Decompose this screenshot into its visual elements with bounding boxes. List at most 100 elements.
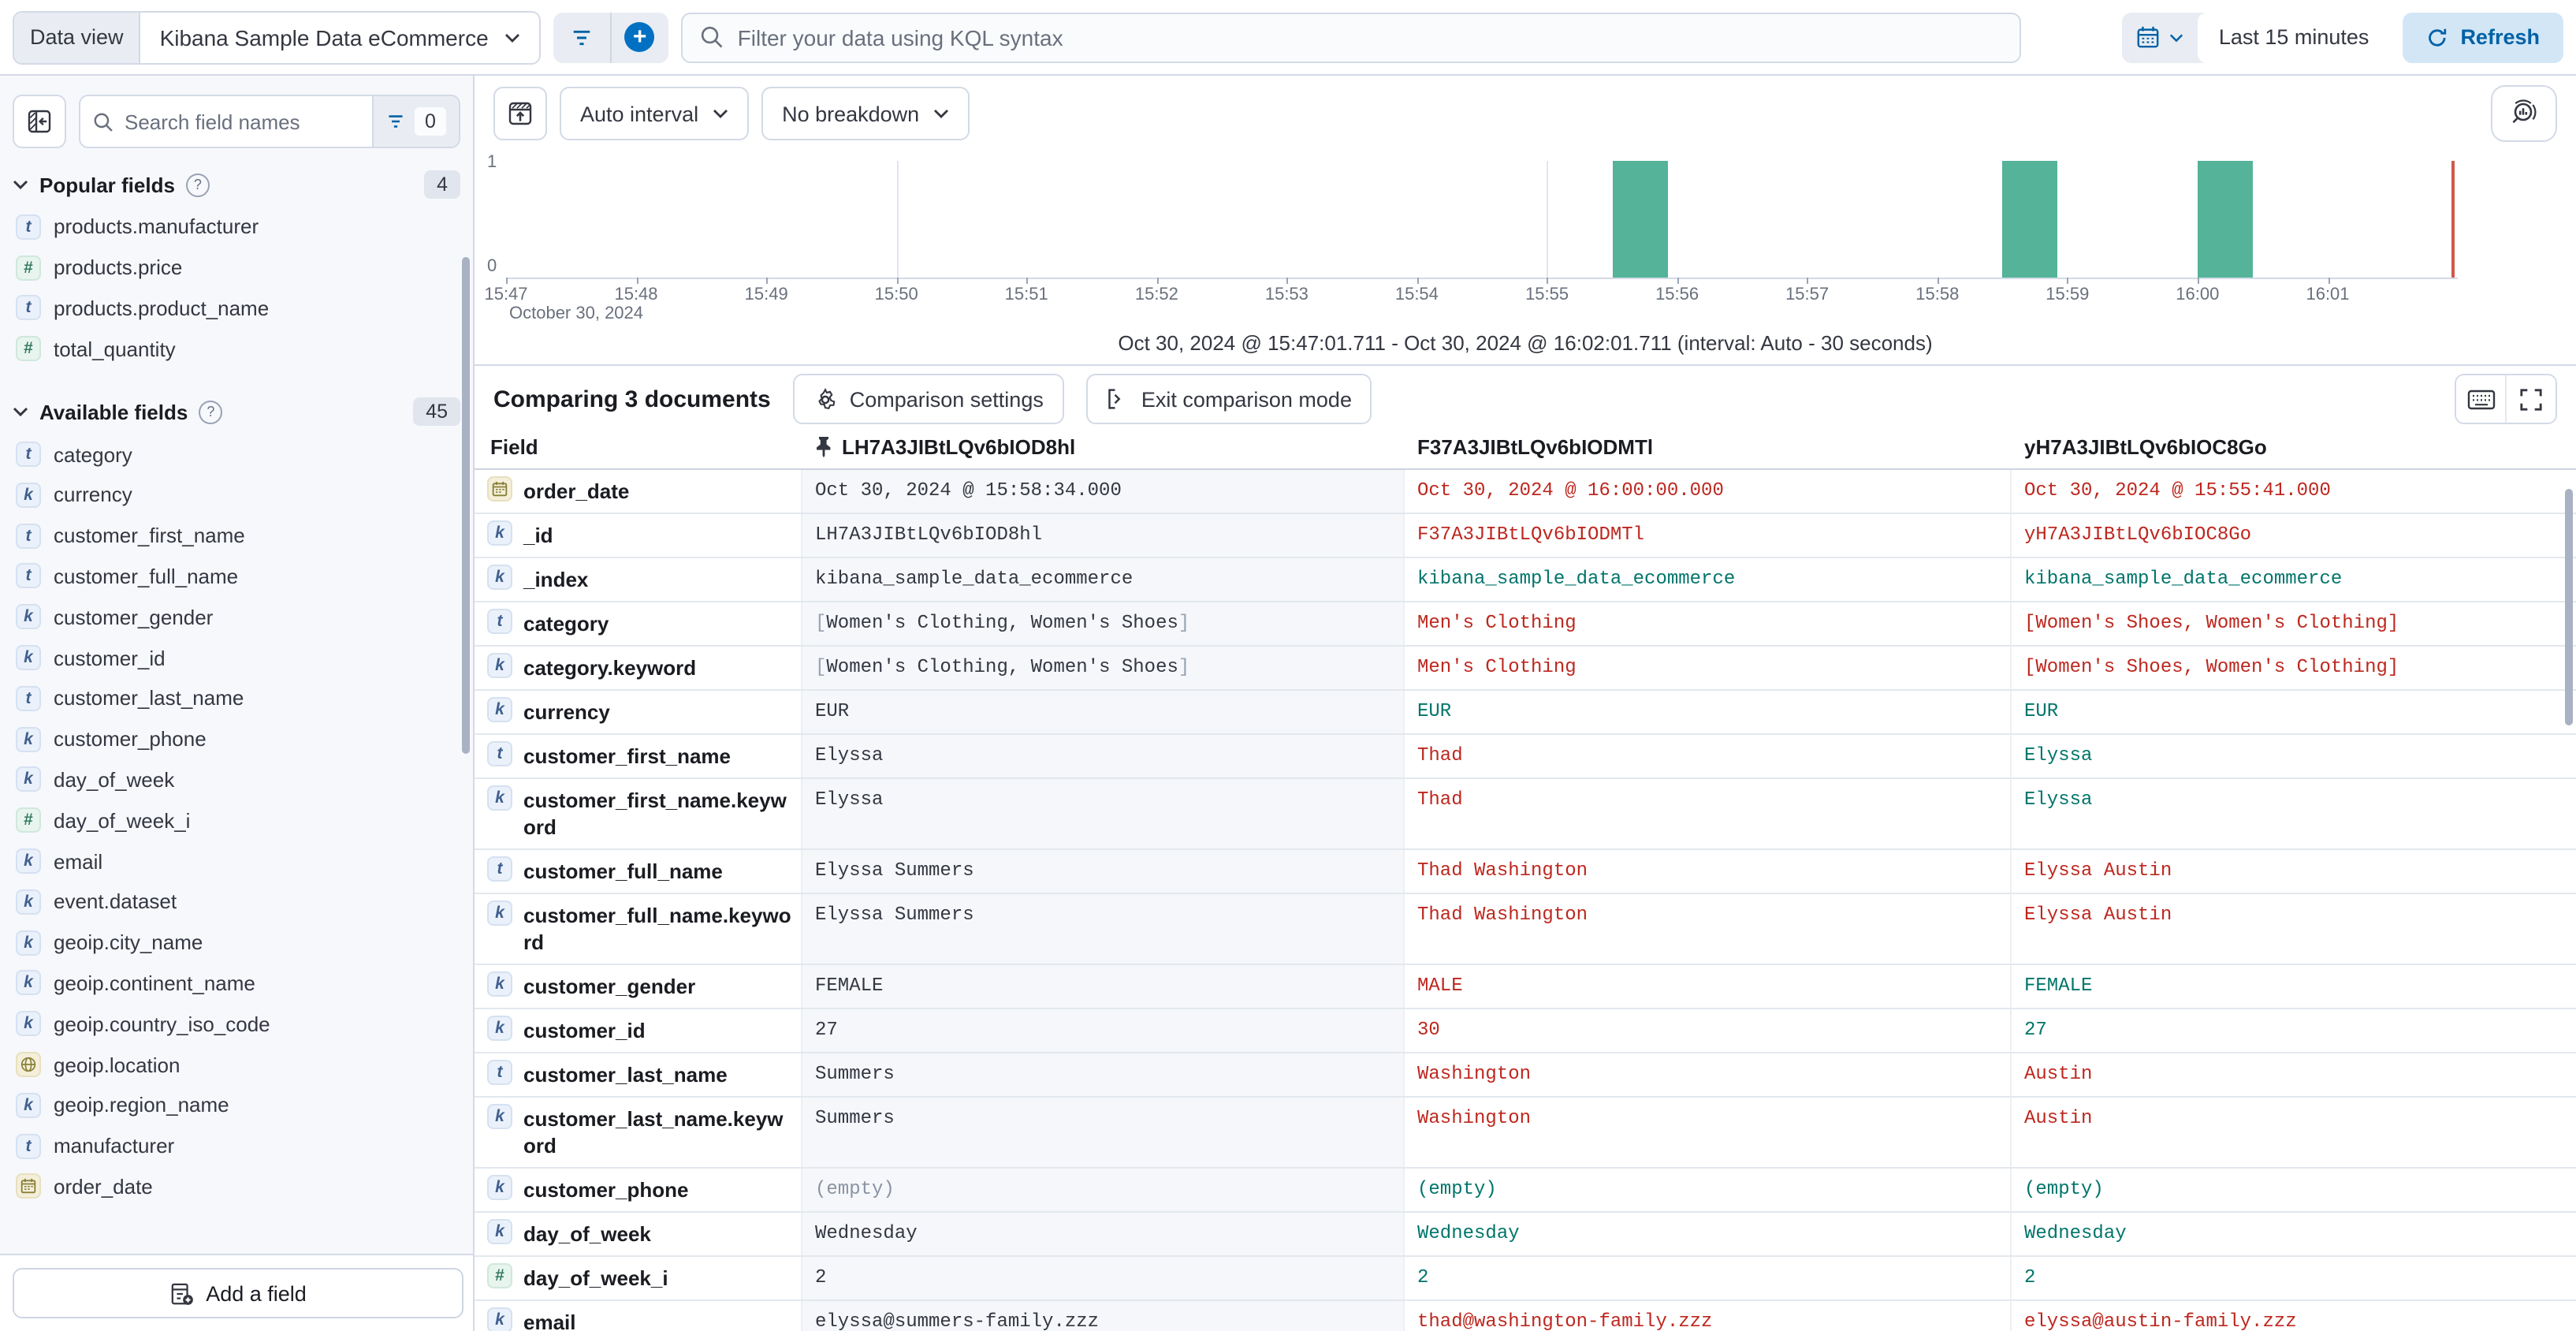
x-axis-tick-mark bbox=[1026, 278, 1029, 284]
comparison-value-cell-same: (empty) bbox=[1403, 1169, 2010, 1211]
histogram-chart: 1 0 15:47 15:48 15:49 15:50 15:51 15:52 15:53 1… bbox=[475, 151, 2576, 328]
sidebar-field-products.manufacturer[interactable]: t products.manufacturer bbox=[0, 207, 473, 248]
sidebar-field-customer_phone[interactable]: k customer_phone bbox=[0, 719, 473, 760]
breakdown-select[interactable]: No breakdown bbox=[761, 87, 970, 140]
pinned-doc-column-header[interactable]: LH7A3JIBtLQv6bIOD8hl bbox=[801, 435, 1403, 459]
histogram-bar[interactable] bbox=[2197, 161, 2253, 278]
fullscreen-button[interactable] bbox=[2507, 375, 2556, 423]
collapse-panel-icon bbox=[28, 110, 51, 133]
field-label: products.product_name bbox=[54, 296, 270, 320]
field-label: email bbox=[54, 849, 103, 874]
sidebar-field-manufacturer[interactable]: t manufacturer bbox=[0, 1125, 473, 1166]
x-axis-tick-label: 15:55 bbox=[1525, 285, 1569, 304]
field-type-k-token: k bbox=[487, 1175, 512, 1200]
sidebar-field-customer_full_name[interactable]: t customer_full_name bbox=[0, 556, 473, 597]
base-doc-value-cell: Elyssa Summers bbox=[801, 894, 1403, 964]
field-type-t-token: t bbox=[16, 523, 41, 549]
time-range-summary: Oct 30, 2024 @ 15:47:01.711 - Oct 30, 20… bbox=[1118, 331, 1933, 355]
time-range-picker: Last 15 minutes bbox=[2122, 12, 2390, 62]
field-label: customer_full_name bbox=[54, 564, 239, 588]
histogram-bar[interactable] bbox=[2002, 161, 2058, 278]
table-row: k currency EUR EUR EUR bbox=[475, 691, 2576, 735]
edit-visualization-button[interactable] bbox=[2491, 85, 2557, 142]
histogram-bar[interactable] bbox=[1612, 161, 1667, 278]
field-name-cell: k customer_gender bbox=[475, 965, 801, 1008]
collapse-sidebar-button[interactable] bbox=[13, 95, 66, 148]
comparison-value-cell-same: Elyssa bbox=[2010, 735, 2576, 777]
refresh-label: Refresh bbox=[2460, 25, 2540, 49]
add-filter-button[interactable]: + bbox=[612, 12, 668, 62]
kql-search-input[interactable]: Filter your data using KQL syntax bbox=[680, 12, 2022, 62]
available-fields-header[interactable]: Available fields ? 45 bbox=[0, 385, 473, 434]
time-range-value[interactable]: Last 15 minutes bbox=[2198, 12, 2390, 62]
sidebar-field-geoip.location[interactable]: geoip.location bbox=[0, 1044, 473, 1085]
sidebar-field-customer_first_name[interactable]: t customer_first_name bbox=[0, 516, 473, 557]
x-axis-tick-label: 15:57 bbox=[1785, 285, 1830, 304]
date-picker-quick-menu[interactable] bbox=[2123, 12, 2198, 62]
chart-options-button[interactable] bbox=[493, 87, 547, 140]
search-field-names-input[interactable]: Search field names 0 bbox=[79, 95, 460, 148]
field-type-num-token: # bbox=[487, 1263, 512, 1288]
field-type-k-token: k bbox=[16, 604, 41, 630]
x-axis-tick-mark bbox=[766, 278, 769, 284]
comparison-title: Comparing 3 documents bbox=[493, 386, 771, 412]
sidebar-field-email[interactable]: k email bbox=[0, 841, 473, 882]
data-view-picker[interactable]: Data view Kibana Sample Data eCommerce bbox=[13, 10, 541, 64]
sidebar-field-customer_last_name[interactable]: t customer_last_name bbox=[0, 678, 473, 719]
exit-comparison-button[interactable]: Exit comparison mode bbox=[1085, 374, 1372, 424]
sidebar-field-day_of_week_i[interactable]: # day_of_week_i bbox=[0, 800, 473, 841]
sidebar-field-products.price[interactable]: # products.price bbox=[0, 248, 473, 289]
comparison-table-body: order_date Oct 30, 2024 @ 15:58:34.000 Oct… bbox=[475, 470, 2576, 1331]
comparison-value-cell-same: (empty) bbox=[2010, 1169, 2576, 1211]
sidebar-field-category[interactable]: t category bbox=[0, 434, 473, 475]
x-axis-tick-label: 15:59 bbox=[2046, 285, 2090, 304]
field-filters-button[interactable]: 0 bbox=[372, 96, 459, 147]
add-field-button[interactable]: Add a field bbox=[13, 1268, 463, 1318]
data-view-label: Data view bbox=[14, 12, 141, 62]
sidebar-field-day_of_week[interactable]: k day_of_week bbox=[0, 759, 473, 800]
field-name-cell: # day_of_week_i bbox=[475, 1257, 801, 1299]
sidebar-field-geoip.city_name[interactable]: k geoip.city_name bbox=[0, 923, 473, 964]
table-row: k category.keyword [Women's Clothing, Wome… bbox=[475, 647, 2576, 691]
sidebar-field-products.product_name[interactable]: t products.product_name bbox=[0, 288, 473, 329]
field-type-k-token: k bbox=[487, 1307, 512, 1331]
field-label: customer_first_name bbox=[54, 524, 245, 548]
doc-column-header[interactable]: yH7A3JIBtLQv6bIOC8Go bbox=[2024, 435, 2267, 459]
filter-menu-button[interactable] bbox=[553, 12, 610, 62]
sidebar-field-geoip.region_name[interactable]: k geoip.region_name bbox=[0, 1085, 473, 1126]
field-label: products.manufacturer bbox=[54, 214, 259, 239]
table-scrollbar[interactable] bbox=[2565, 489, 2573, 725]
interval-select[interactable]: Auto interval bbox=[560, 87, 750, 140]
divider bbox=[609, 12, 612, 62]
base-doc-value-cell: kibana_sample_data_ecommerce bbox=[801, 558, 1403, 601]
sidebar-field-currency[interactable]: k currency bbox=[0, 475, 473, 516]
comparison-value-cell-diff: Oct 30, 2024 @ 15:55:41.000 bbox=[2010, 470, 2576, 513]
data-view-select[interactable]: Kibana Sample Data eCommerce bbox=[140, 12, 539, 62]
sidebar-field-total_quantity[interactable]: # total_quantity bbox=[0, 329, 473, 370]
comparison-settings-button[interactable]: Comparison settings bbox=[792, 374, 1064, 424]
base-doc-value-cell: 2 bbox=[801, 1257, 1403, 1299]
comparison-value-cell-diff: Thad Washington bbox=[1403, 894, 2010, 964]
field-type-k-token: k bbox=[487, 1104, 512, 1129]
comparison-settings-label: Comparison settings bbox=[849, 387, 1044, 411]
exit-comparison-label: Exit comparison mode bbox=[1141, 387, 1352, 411]
sidebar-field-customer_id[interactable]: k customer_id bbox=[0, 637, 473, 678]
sidebar-field-event.dataset[interactable]: k event.dataset bbox=[0, 882, 473, 923]
x-axis-tick-mark bbox=[896, 278, 899, 284]
comparison-value-cell-diff: thad@washington-family.zzz bbox=[1403, 1301, 2010, 1331]
sidebar-field-geoip.country_iso_code[interactable]: k geoip.country_iso_code bbox=[0, 1004, 473, 1045]
comparison-value-cell-same: EUR bbox=[1403, 691, 2010, 733]
sidebar-field-geoip.continent_name[interactable]: k geoip.continent_name bbox=[0, 963, 473, 1004]
sidebar-field-customer_gender[interactable]: k customer_gender bbox=[0, 597, 473, 638]
field-name-cell: k customer_full_name.keyword bbox=[475, 894, 801, 964]
sidebar-scrollbar[interactable] bbox=[462, 257, 470, 754]
refresh-button[interactable]: Refresh bbox=[2402, 12, 2563, 62]
popular-fields-header[interactable]: Popular fields ? 4 bbox=[0, 158, 473, 207]
sidebar-field-order_date[interactable]: order_date bbox=[0, 1166, 473, 1207]
comparison-value-cell-same: 2 bbox=[1403, 1257, 2010, 1299]
doc-column-header[interactable]: F37A3JIBtLQv6bIODMTl bbox=[1417, 435, 1654, 459]
keyboard-shortcuts-button[interactable] bbox=[2456, 375, 2505, 423]
field-type-k-token: k bbox=[487, 520, 512, 546]
help-icon: ? bbox=[185, 173, 210, 196]
field-label: order_date bbox=[54, 1174, 153, 1199]
